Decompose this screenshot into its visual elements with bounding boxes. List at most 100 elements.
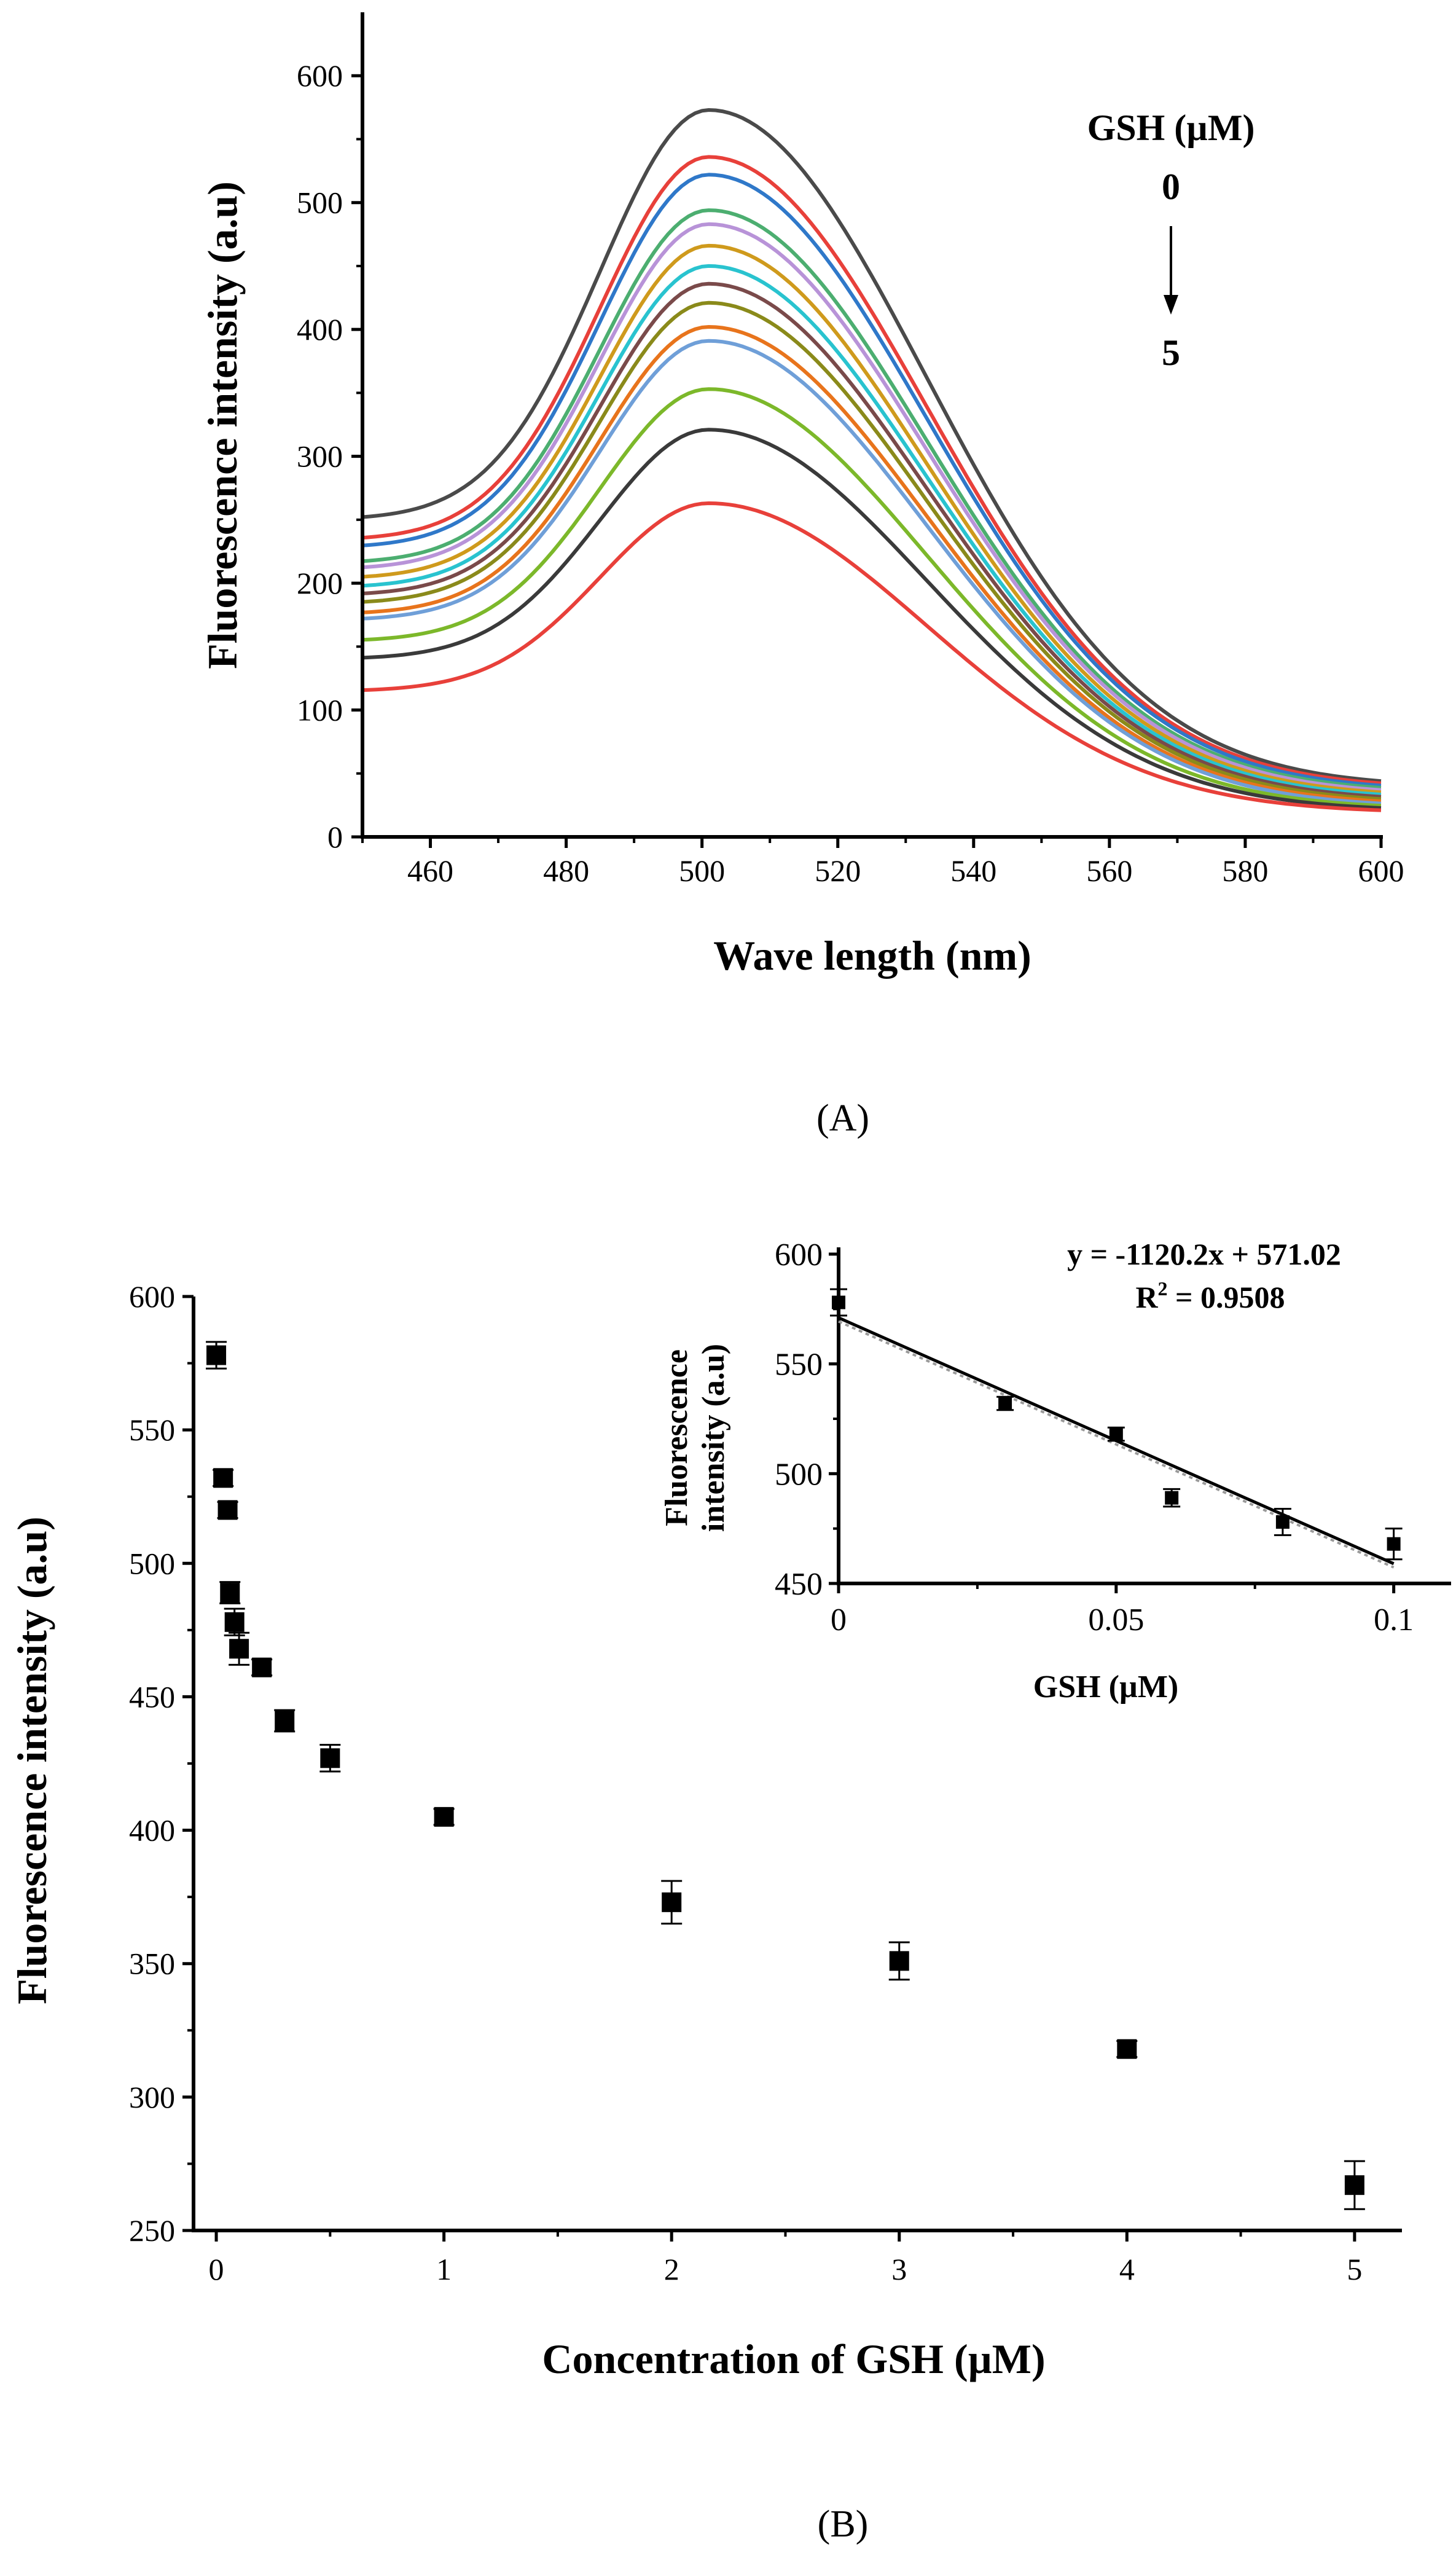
spectrum-line-11: [362, 339, 1382, 806]
panel-a-x-tick-label: 500: [679, 853, 725, 888]
panel-b-scatter-chart: 250 300 350 400 450 500 550 600 0 1 2 3 4 5 Fluoresc…: [9, 1237, 1451, 2545]
panel-b-data-point-3: [217, 1500, 238, 1520]
inset-y-tick-label: 550: [775, 1348, 823, 1383]
panel-a-x-tick-label: 520: [815, 853, 861, 888]
panel-b-data-point-5: [224, 1612, 245, 1632]
panel-b-x-tick-label: 1: [436, 2252, 452, 2286]
fit-equation: y = -1120.2x + 571.02: [1067, 1237, 1341, 1271]
inset-y-tick-label: 450: [775, 1567, 823, 1602]
r-squared-number: = 0.9508: [1168, 1280, 1285, 1314]
panel-a-y-tick-label: 300: [297, 439, 343, 474]
inset-x-axis-label: GSH (µM): [1033, 1669, 1179, 1705]
panel-b-y-tick-label: 300: [129, 2080, 175, 2114]
panel-b-y-tick-label: 350: [129, 1947, 175, 1981]
inset-y-axis-label-line2: intensity (a.u): [696, 1344, 731, 1532]
panel-b-x-axis-label: Concentration of GSH (µM): [542, 2336, 1045, 2382]
inset-y-axis-label-line1: Fluorescence: [659, 1349, 694, 1526]
panel-b-data-point-6: [229, 1639, 249, 1659]
panel-b-x-tick-label: 0: [209, 2252, 224, 2286]
panel-b-x-tick-label: 5: [1347, 2252, 1362, 2286]
spectrum-line-6: [362, 243, 1382, 794]
panel-b-data-point-12: [889, 1951, 909, 1971]
r-squared-value: R2 = 0.9508: [1135, 1277, 1285, 1314]
panel-b-y-tick-label: 500: [129, 1546, 175, 1580]
spectrum-line-8: [362, 281, 1382, 799]
inset-confidence-band: [838, 1320, 1395, 1569]
inset-data-point-3: [1109, 1427, 1123, 1442]
panel-a-x-tick-label: 560: [1086, 853, 1132, 888]
panel-b-y-tick-label: 450: [129, 1679, 175, 1714]
inset-x-ticks: 0 0.05 0.1: [831, 1583, 1414, 1638]
spectrum-line-10: [362, 325, 1382, 803]
panel-a-y-tick-label: 400: [297, 312, 343, 347]
panel-a-x-tick-label: 460: [407, 853, 453, 888]
panel-b-data-point-10: [434, 1807, 454, 1827]
inset-x-tick-label: 0.1: [1374, 1603, 1414, 1638]
legend-title: GSH (µM): [1087, 108, 1255, 148]
panel-b-data-points: [206, 1341, 1365, 2210]
panel-b-x-ticks: 0 1 2 3 4 5: [209, 2230, 1362, 2286]
panel-b-y-ticks: 250 300 350 400 450 500 550 600: [129, 1279, 194, 2248]
panel-b-data-point-8: [275, 1711, 295, 1731]
spectrum-line-2: [362, 155, 1382, 785]
spectrum-line-12: [362, 387, 1382, 808]
panel-b-y-tick-label: 550: [129, 1413, 175, 1447]
inset-data-point-4: [1165, 1491, 1179, 1505]
down-arrow-icon: [1164, 295, 1178, 315]
panel-a-y-tick-label: 600: [297, 58, 343, 93]
spectrum-line-9: [362, 300, 1382, 801]
inset-data-point-2: [998, 1396, 1012, 1410]
panel-b-x-tick-label: 4: [1119, 2252, 1135, 2286]
panel-b-data-point-7: [252, 1657, 272, 1677]
panel-a-x-ticks: 460 480 500 520 540 560 580 600: [361, 837, 1404, 888]
panel-b-data-point-2: [213, 1468, 233, 1488]
r-squared-prefix: R: [1135, 1280, 1158, 1314]
inset-y-ticks: 450 500 550 600: [775, 1238, 839, 1602]
inset-data-points: [830, 1288, 1403, 1561]
panel-a-x-tick-label: 540: [950, 853, 996, 888]
panel-b-x-tick-label: 3: [891, 2252, 907, 2286]
panel-a-x-tick-label: 600: [1358, 853, 1404, 888]
panel-a-x-tick-label: 480: [543, 853, 589, 888]
panel-a-spectra-chart: 0 100 200 300 400 500 600 460 480 500 520 540 560 58…: [199, 12, 1404, 1139]
r-squared-superscript: 2: [1158, 1277, 1168, 1300]
spectrum-line-4: [362, 208, 1382, 790]
spectra-series-group: [362, 108, 1382, 812]
panel-b-label: (B): [818, 2503, 869, 2545]
panel-b-data-point-9: [320, 1748, 340, 1768]
panel-b-y-tick-label: 250: [129, 2213, 175, 2248]
spectrum-line-13: [362, 428, 1382, 810]
panel-a-x-axis-label: Wave length (nm): [713, 932, 1031, 979]
panel-a-y-tick-label: 200: [297, 566, 343, 600]
panel-b-y-axis-label: Fluorescence intensity (a.u): [9, 1516, 55, 2004]
inset-data-point-6: [1387, 1537, 1401, 1551]
inset-data-point-5: [1275, 1515, 1290, 1529]
spectrum-line-14: [362, 501, 1382, 812]
inset-x-tick-label: 0.05: [1088, 1603, 1144, 1638]
inset-data-point-1: [832, 1295, 845, 1309]
panel-b-data-point-1: [206, 1345, 227, 1365]
panel-b-x-tick-label: 2: [664, 2252, 679, 2286]
panel-b-data-point-13: [1117, 2039, 1137, 2059]
inset-y-tick-label: 600: [775, 1238, 823, 1273]
panel-a-label: (A): [816, 1097, 869, 1139]
gsh-concentration-annotation: GSH (µM) 0 5: [1087, 108, 1255, 373]
panel-a-y-tick-label: 500: [297, 186, 343, 220]
panel-b-y-tick-label: 400: [129, 1813, 175, 1848]
panel-b-data-point-14: [1344, 2175, 1364, 2195]
panel-a-x-tick-label: 580: [1222, 853, 1268, 888]
inset-linear-fit-chart: 450 500 550 600 0 0.05 0.1 Fluorescence inten…: [659, 1237, 1451, 1705]
legend-end-value: 5: [1162, 332, 1180, 373]
panel-a-y-tick-label: 0: [327, 820, 343, 854]
spectrum-line-3: [362, 173, 1382, 788]
panel-a-y-tick-label: 100: [297, 693, 343, 728]
panel-b-y-tick-label: 600: [129, 1279, 175, 1314]
legend-start-value: 0: [1162, 167, 1180, 207]
panel-b-data-point-11: [662, 1892, 682, 1912]
inset-x-tick-label: 0: [831, 1603, 847, 1638]
panel-a-y-axis-label: Fluorescence intensity (a.u): [199, 181, 246, 669]
inset-fit-line-group: [837, 1316, 1395, 1569]
spectrum-line-7: [362, 264, 1382, 797]
spectrum-line-5: [362, 222, 1382, 792]
